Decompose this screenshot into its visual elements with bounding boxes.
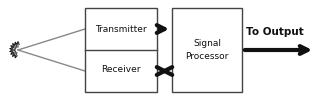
Bar <box>172 8 242 92</box>
Bar <box>85 8 157 92</box>
Text: Transmitter: Transmitter <box>95 25 147 34</box>
Text: To Output: To Output <box>246 27 304 37</box>
Text: Signal
Processor: Signal Processor <box>185 39 229 61</box>
Text: Receiver: Receiver <box>101 65 141 74</box>
